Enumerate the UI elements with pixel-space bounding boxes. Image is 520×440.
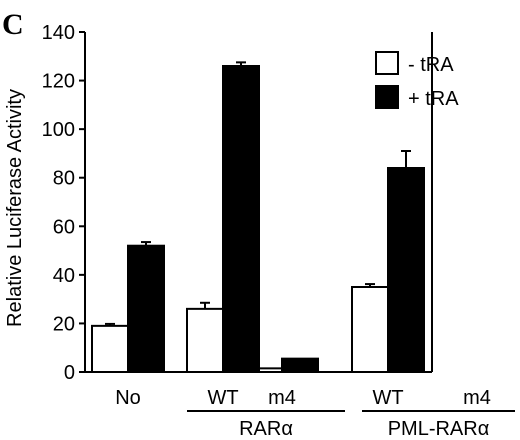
bars [91,61,513,374]
legend-label: + tRA [408,88,459,110]
x-tick-label: WT [372,387,403,409]
group-label: RARα [239,418,293,440]
y-tick-label: 60 [53,216,75,238]
x-tick-label: No [115,387,141,409]
y-tick-label: 20 [53,313,75,335]
x-axis-labels: No WT m4 WT m4 [115,387,491,409]
y-axis-title: Relative Luciferase Activity [4,89,26,327]
bar-series-1-cat-4 [477,367,513,372]
x-tick-label: m4 [463,387,491,409]
y-tick-label: 40 [53,265,75,287]
y-tick-label: 100 [42,119,75,141]
group-label: PML-RARα [388,418,490,440]
bar-series-0-cat-1 [186,307,224,374]
panel-letter: C [2,8,24,41]
legend-label: - tRA [408,54,454,76]
bar-series-1-cat-3 [387,167,425,373]
bar-series-1-cat-0 [127,244,165,373]
y-tick-label: 140 [42,22,75,44]
bar-series-0-cat-0 [91,324,129,374]
bar-series-1-cat-2 [281,357,319,373]
bar-series-0-cat-3 [351,286,389,373]
y-tick-label: 0 [64,362,75,384]
y-tick-label: 120 [42,71,75,93]
bar-series-1-cat-1 [222,65,260,373]
legend-swatch [375,51,399,75]
y-axis: 0 20 40 60 80 100 120 140 [42,22,433,384]
y-tick-label: 80 [53,168,75,190]
legend-swatch [375,85,399,109]
x-tick-label: WT [207,387,238,409]
category-groups: RARα PML-RARα [187,410,515,440]
x-tick-label: m4 [268,387,296,409]
legend: - tRA + tRA [375,51,459,110]
